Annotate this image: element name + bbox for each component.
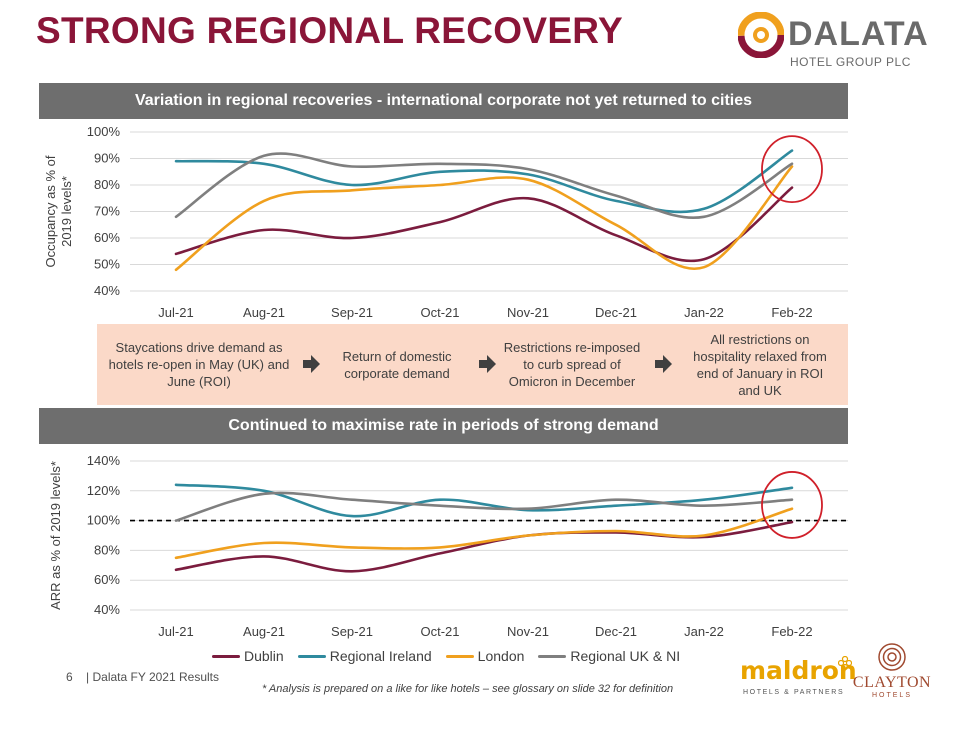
y-tick-label: 140% — [87, 453, 121, 468]
series-line-dublin — [174, 520, 794, 573]
x-tick-label: Aug-21 — [243, 624, 285, 639]
logo-subtitle: HOTEL GROUP PLC — [790, 55, 911, 69]
legend-item-regional-uk-ni: Regional UK & NI — [538, 648, 680, 664]
clayton-logo: CLAYTON HOTELS — [852, 640, 942, 704]
legend-item-london: London — [445, 648, 525, 664]
legend-item-regional-ireland: Regional Ireland — [297, 648, 432, 664]
highlight-circle — [761, 471, 823, 539]
arr-chart-banner: Continued to maximise rate in periods of… — [39, 408, 848, 444]
y-axis-label-line: 2019 levels* — [59, 176, 74, 247]
maldron-subtitle: HOTELS & PARTNERS — [743, 689, 845, 696]
occupancy-chart: 40% 50% 60% 70% 80% 90% 100% Jul-21 Aug-21 Sep-21… — [43, 124, 848, 320]
x-tick-label: Feb-22 — [771, 305, 812, 320]
x-tick-label: Sep-21 — [331, 305, 373, 320]
x-tick-label: Jan-22 — [684, 624, 724, 639]
series-line-regional-ireland — [174, 149, 794, 214]
y-tick-label: 70% — [94, 204, 120, 219]
x-tick-label: Sep-21 — [331, 624, 373, 639]
series-line-london — [174, 165, 794, 272]
arr-chart: 40% 60% 80% 100% 120% 140% Jul-21 Aug-21 Sep-21 O… — [48, 453, 848, 639]
x-tick-label: Jul-21 — [158, 305, 193, 320]
series-line-regional-uk-ni — [174, 152, 794, 220]
y-tick-label: 100% — [87, 124, 121, 139]
flower-icon — [838, 656, 852, 670]
legend-label: Regional UK & NI — [570, 648, 681, 664]
legend-label: London — [477, 648, 525, 664]
y-axis-label-line: Occupancy as % of — [43, 155, 58, 267]
highlight-circle — [761, 135, 823, 203]
x-tick-label: Oct-21 — [420, 305, 459, 320]
y-tick-label: 90% — [94, 151, 120, 166]
series-line-dublin — [174, 186, 794, 263]
x-tick-label: Nov-21 — [507, 305, 549, 320]
x-tick-label: Dec-21 — [595, 305, 637, 320]
clayton-subtitle: HOTELS — [871, 692, 912, 699]
y-tick-label: 120% — [87, 483, 121, 498]
dalata-swirl-icon — [738, 12, 784, 58]
x-tick-label: Dec-21 — [595, 624, 637, 639]
footer-text: | Dalata FY 2021 Results — [86, 670, 219, 684]
y-tick-label: 40% — [94, 602, 120, 617]
x-tick-label: Nov-21 — [507, 624, 549, 639]
x-tick-label: Feb-22 — [771, 624, 812, 639]
y-tick-label: 60% — [94, 230, 120, 245]
x-tick-label: Jul-21 — [158, 624, 193, 639]
y-tick-label: 40% — [94, 283, 120, 298]
x-tick-label: Aug-21 — [243, 305, 285, 320]
series-line-regional-uk-ni — [174, 491, 794, 522]
arrow-right-icon — [303, 355, 320, 373]
y-tick-label: 60% — [94, 572, 120, 587]
y-axis-label: Occupancy as % of2019 levels* — [43, 155, 74, 267]
y-tick-label: 80% — [94, 177, 120, 192]
occupancy-chart-banner: Variation in regional recoveries - inter… — [39, 83, 848, 119]
page-title: STRONG REGIONAL RECOVERY — [36, 10, 623, 51]
arrow-right-icon — [479, 355, 496, 373]
clayton-emblem-icon — [878, 643, 906, 671]
footer: 6 | Dalata FY 2021 Results — [66, 670, 219, 684]
dalata-logo: DALATA HOTEL GROUP PLC — [738, 10, 938, 72]
event-restrictions-relaxed: All restrictions on hospitality relaxed … — [693, 331, 827, 398]
arrow-right-icon — [655, 355, 672, 373]
legend: Dublin Regional Ireland London Regional … — [212, 648, 694, 664]
series-line-regional-ireland — [174, 483, 794, 518]
event-domestic-corporate: Return of domestic corporate demand — [342, 348, 452, 381]
legend-swatch — [212, 654, 240, 658]
series-line-london — [174, 507, 794, 560]
legend-swatch — [445, 654, 474, 658]
y-tick-label: 50% — [94, 257, 120, 272]
legend-label: Dublin — [244, 648, 284, 664]
legend-swatch — [538, 654, 567, 658]
maldron-logo: maldron HOTELS & PARTNERS — [740, 656, 858, 702]
logo-name: DALATA — [788, 15, 929, 53]
y-tick-label: 100% — [87, 513, 121, 528]
clayton-name: CLAYTON — [852, 674, 932, 691]
y-tick-label: 80% — [94, 542, 120, 557]
maldron-name: maldron — [740, 656, 857, 685]
y-axis-label: ARR as % of 2019 levels* — [48, 461, 63, 610]
x-tick-label: Oct-21 — [420, 624, 459, 639]
legend-item-dublin: Dublin — [212, 648, 284, 664]
footnote: * Analysis is prepared on a like for lik… — [262, 683, 674, 695]
event-staycations: Staycations drive demand as hotels re-op… — [108, 340, 290, 389]
events-strip: Staycations drive demand as hotels re-op… — [97, 324, 848, 405]
page-number: 6 — [66, 670, 73, 684]
event-omicron: Restrictions re-imposed to curb spread o… — [503, 340, 641, 389]
x-tick-label: Jan-22 — [684, 305, 724, 320]
legend-label: Regional Ireland — [329, 648, 432, 664]
legend-swatch — [297, 654, 326, 658]
